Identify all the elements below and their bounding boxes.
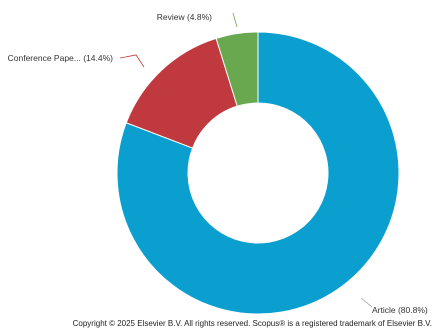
- slices-layer: [116, 31, 400, 315]
- slice-label-review: Review (4.8%): [157, 12, 212, 22]
- leader-lines-layer: [119, 12, 373, 308]
- labels-layer: Article (80.8%) Conference Pape... (14.4%…: [8, 12, 428, 315]
- leader-line-review: [232, 12, 238, 28]
- slice-label-article: Article (80.8%): [372, 305, 428, 315]
- copyright-notice: Copyright © 2025 Elsevier B.V. All right…: [0, 319, 438, 328]
- slice-label-conference-paper: Conference Pape... (14.4%): [8, 53, 114, 63]
- slice-review[interactable]: [215, 31, 259, 107]
- leader-line-conference-paper: [119, 54, 145, 68]
- leader-line-article: [360, 297, 373, 308]
- copyright-text: Copyright © 2025 Elsevier B.V. All right…: [72, 319, 432, 328]
- slice-article[interactable]: [116, 31, 400, 315]
